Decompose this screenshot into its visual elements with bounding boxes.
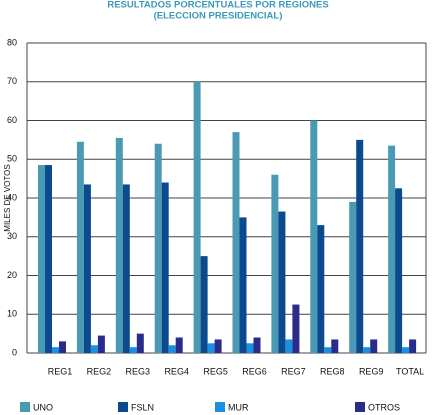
bar bbox=[317, 225, 325, 353]
bar bbox=[239, 217, 247, 353]
y-tick-label: 10 bbox=[7, 309, 17, 319]
bar bbox=[154, 143, 162, 353]
y-tick-label: 40 bbox=[7, 192, 17, 202]
bar bbox=[253, 337, 261, 353]
legend-swatch bbox=[118, 402, 128, 412]
bar bbox=[59, 341, 66, 353]
bar bbox=[402, 347, 410, 353]
legend-swatch bbox=[20, 402, 30, 412]
bar bbox=[90, 345, 98, 353]
bar bbox=[356, 139, 364, 353]
bar bbox=[115, 137, 123, 353]
bar bbox=[161, 182, 169, 353]
bar bbox=[38, 165, 45, 353]
bar bbox=[200, 256, 208, 353]
bar bbox=[370, 339, 378, 353]
x-tick-label: REG4 bbox=[164, 366, 189, 376]
chart-subtitle: (ELECCION PRESIDENCIAL) bbox=[154, 11, 283, 22]
bar bbox=[278, 211, 286, 353]
x-tick-label: REG5 bbox=[203, 366, 228, 376]
bar bbox=[363, 347, 371, 353]
bar bbox=[246, 343, 254, 353]
x-tick-label: REG2 bbox=[87, 366, 112, 376]
y-tick-label: 0 bbox=[12, 347, 17, 357]
x-tick-label: REG1 bbox=[48, 366, 73, 376]
bar bbox=[271, 174, 279, 353]
legend-swatch bbox=[355, 402, 365, 412]
y-tick-label: 80 bbox=[7, 37, 17, 47]
bar bbox=[388, 145, 396, 353]
bar bbox=[331, 339, 339, 353]
legend-label: FSLN bbox=[131, 402, 154, 412]
x-tick-label: REG9 bbox=[359, 366, 384, 376]
bar bbox=[285, 339, 293, 353]
bar bbox=[193, 81, 201, 353]
bar bbox=[324, 347, 332, 353]
bar bbox=[122, 184, 130, 353]
y-tick-label: 30 bbox=[7, 231, 17, 241]
x-tick-label: REG7 bbox=[281, 366, 306, 376]
bar bbox=[232, 132, 240, 353]
x-tick-label: REG6 bbox=[242, 366, 267, 376]
bar bbox=[310, 120, 318, 353]
bar bbox=[129, 347, 137, 353]
x-tick-label: REG3 bbox=[126, 366, 151, 376]
bar bbox=[45, 165, 52, 353]
y-tick-label: 70 bbox=[7, 76, 17, 86]
bar bbox=[409, 339, 417, 353]
bar bbox=[52, 347, 59, 353]
chart-title: RESULTADOS PORCENTUALES POR REGIONES bbox=[107, 0, 328, 11]
y-tick-label: 50 bbox=[7, 154, 17, 164]
legend-label: OTROS bbox=[368, 402, 400, 412]
y-axis-label: MILES DE VOTOS bbox=[3, 164, 12, 231]
y-tick-label: 20 bbox=[7, 270, 17, 280]
bar bbox=[97, 335, 105, 353]
x-tick-label: REG8 bbox=[320, 366, 345, 376]
bar bbox=[349, 201, 357, 353]
y-tick-label: 60 bbox=[7, 115, 17, 125]
legend-swatch bbox=[215, 402, 225, 412]
legend-label: UNO bbox=[33, 402, 53, 412]
bar bbox=[136, 333, 144, 353]
bar bbox=[175, 337, 183, 353]
bar bbox=[168, 345, 176, 353]
bar bbox=[214, 339, 222, 353]
bar bbox=[83, 184, 91, 353]
x-tick-label: TOTAL bbox=[396, 366, 424, 376]
legend-label: MUR bbox=[228, 402, 249, 412]
bar bbox=[207, 343, 215, 353]
bar bbox=[76, 141, 84, 353]
bar bbox=[395, 188, 403, 353]
bar bbox=[292, 304, 300, 353]
